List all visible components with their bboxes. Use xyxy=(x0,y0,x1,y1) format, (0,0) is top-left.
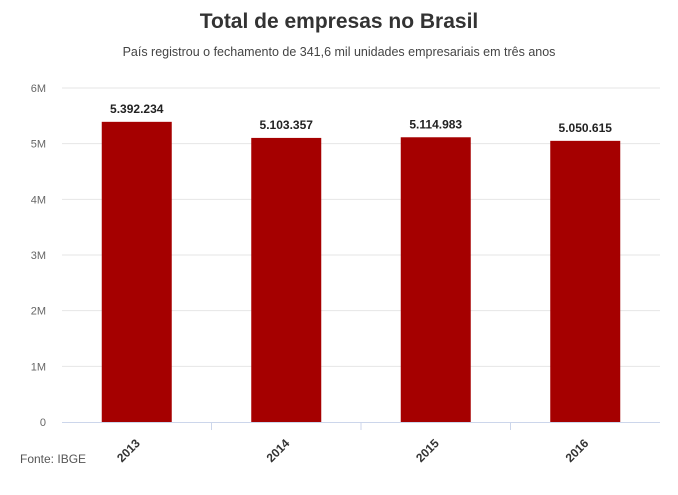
bar xyxy=(550,140,621,422)
chart-title: Total de empresas no Brasil xyxy=(199,10,479,33)
data-label: 5.392.234 xyxy=(110,102,164,116)
bar xyxy=(400,137,471,423)
y-tick-label: 6M xyxy=(31,83,46,95)
bar xyxy=(251,137,322,422)
y-tick-label: 4M xyxy=(31,194,46,206)
y-tick-label: 3M xyxy=(31,250,46,262)
x-tick-label: 2014 xyxy=(264,436,293,465)
chart-subtitle: País registrou o fechamento de 341,6 mil… xyxy=(122,45,556,59)
source-note: Fonte: IBGE xyxy=(20,452,87,466)
y-tick-label: 5M xyxy=(31,139,46,151)
y-tick-label: 2M xyxy=(31,306,46,318)
y-tick-label: 0 xyxy=(40,417,46,429)
y-tick-label: 1M xyxy=(31,361,46,373)
data-label: 5.103.357 xyxy=(260,118,314,132)
bar xyxy=(101,121,172,422)
x-tick-label: 2015 xyxy=(413,436,442,465)
x-tick-label: 2016 xyxy=(563,436,592,465)
x-tick-label: 2013 xyxy=(114,436,143,465)
data-label: 5.050.615 xyxy=(559,121,613,135)
data-label: 5.114.983 xyxy=(409,117,462,131)
